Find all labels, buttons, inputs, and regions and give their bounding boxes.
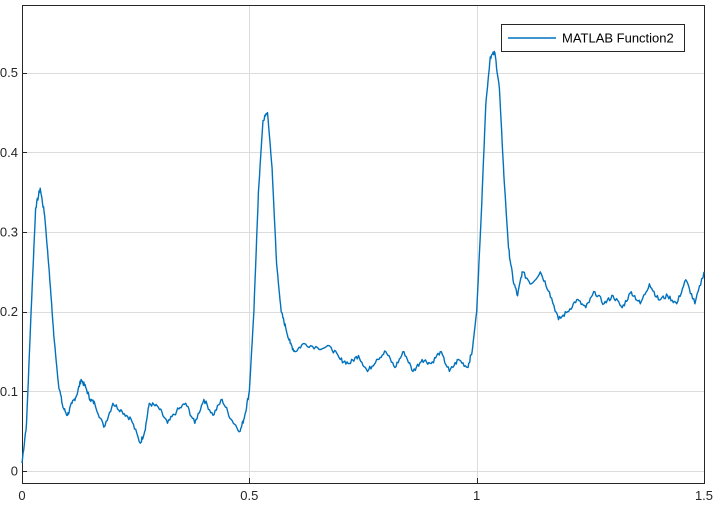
x-tick-label: 0.5 [240,488,258,503]
y-axis: 0 0.1 0.2 0.3 0.4 0.5 [0,65,27,479]
x-tick-label: 1.5 [695,488,713,503]
grid [22,5,705,483]
y-tick-label: 0.4 [0,145,18,160]
y-tick-label: 0.5 [0,65,18,80]
series-group [21,50,705,464]
y-tick-label: 0.2 [0,304,18,319]
series-line [21,50,705,464]
legend[interactable]: MATLAB Function2 [501,24,685,52]
x-tick-label: 1 [473,488,480,503]
y-tick-label: 0 [11,464,18,479]
axes-box [22,5,705,484]
x-axis: 0 0.5 1 1.5 [18,478,713,503]
legend-label: MATLAB Function2 [562,31,674,46]
y-tick-label: 0.3 [0,225,18,240]
y-tick-label: 0.1 [0,384,18,399]
x-tick-label: 0 [18,488,25,503]
